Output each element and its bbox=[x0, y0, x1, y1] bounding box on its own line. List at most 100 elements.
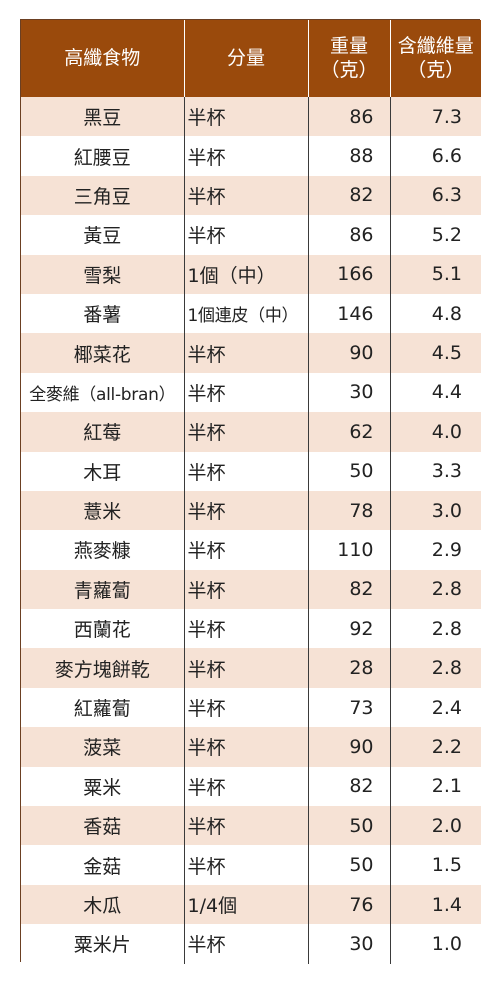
weight-cell: 166 bbox=[307, 254, 390, 294]
table-row: 紅腰豆 半杯 88 6.6 bbox=[21, 136, 481, 176]
weight-cell: 88 bbox=[307, 136, 390, 176]
table-row: 粟米 半杯 82 2.1 bbox=[21, 766, 481, 807]
table-row: 菠菜 半杯 90 2.2 bbox=[21, 727, 481, 767]
amount-cell: 半杯 bbox=[183, 766, 308, 807]
header-food: 高纖食物 bbox=[21, 20, 184, 97]
fiber-cell: 4.8 bbox=[389, 293, 481, 334]
amount-cell: 半杯 bbox=[183, 609, 308, 649]
fiber-cell: 1.0 bbox=[389, 924, 481, 964]
amount-cell: 半杯 bbox=[183, 372, 308, 413]
table-row: 香菇 半杯 50 2.0 bbox=[21, 806, 481, 846]
food-cell: 番薯 bbox=[83, 304, 122, 327]
food-cell: 三角豆 bbox=[73, 185, 131, 208]
amount-cell: 半杯 bbox=[183, 924, 308, 964]
food-cell: 燕麥糠 bbox=[73, 540, 131, 563]
fiber-cell: 6.6 bbox=[389, 136, 481, 176]
table-row: 黑豆 半杯 86 7.3 bbox=[21, 97, 481, 137]
fiber-cell: 4.4 bbox=[389, 372, 481, 413]
food-cell: 黑豆 bbox=[83, 107, 122, 130]
header-weight: 重量 （克） bbox=[307, 20, 390, 97]
weight-cell: 28 bbox=[307, 648, 390, 688]
fiber-cell: 2.1 bbox=[389, 766, 481, 807]
weight-cell: 146 bbox=[307, 293, 390, 334]
header-weight-unit: （克） bbox=[320, 58, 378, 81]
table-row: 木耳 半杯 50 3.3 bbox=[21, 451, 481, 491]
amount-cell: 1個（中） bbox=[183, 254, 308, 294]
header-food-label: 高纖食物 bbox=[64, 46, 141, 69]
food-cell: 麥方塊餅乾 bbox=[54, 658, 150, 681]
weight-cell: 30 bbox=[307, 372, 390, 413]
fiber-cell: 2.0 bbox=[389, 806, 481, 846]
fiber-cell: 2.8 bbox=[389, 609, 481, 649]
weight-cell: 86 bbox=[307, 97, 390, 137]
table-row: 雪梨 1個（中） 166 5.1 bbox=[21, 254, 481, 294]
weight-cell: 50 bbox=[307, 806, 390, 846]
fiber-cell: 2.4 bbox=[389, 687, 481, 728]
table-row: 粟米片 半杯 30 1.0 bbox=[21, 924, 481, 964]
header-fiber-label: 含纖維量 bbox=[397, 34, 474, 57]
fiber-cell: 7.3 bbox=[389, 97, 481, 137]
food-cell: 木耳 bbox=[83, 461, 122, 484]
food-cell: 全麥維（all-bran） bbox=[29, 384, 176, 405]
food-cell: 紅蘿蔔 bbox=[73, 698, 131, 721]
fiber-cell: 6.3 bbox=[389, 175, 481, 216]
header-row: 高纖食物 分量 重量 （克） 含纖維量 （克） bbox=[21, 20, 481, 97]
table-row: 番薯 1個連皮（中） 146 4.8 bbox=[21, 293, 481, 334]
table-row: 麥方塊餅乾 半杯 28 2.8 bbox=[21, 648, 481, 688]
fiber-cell: 1.5 bbox=[389, 845, 481, 885]
weight-cell: 92 bbox=[307, 609, 390, 649]
amount-cell: 半杯 bbox=[183, 845, 308, 885]
table-row: 薏米 半杯 78 3.0 bbox=[21, 490, 481, 531]
fiber-cell: 3.3 bbox=[389, 451, 481, 491]
amount-cell: 1個連皮（中） bbox=[183, 293, 308, 334]
amount-cell: 半杯 bbox=[183, 136, 308, 176]
header-weight-label: 重量 bbox=[329, 34, 368, 57]
food-cell: 金菇 bbox=[83, 855, 122, 878]
fiber-cell: 2.8 bbox=[389, 648, 481, 688]
fiber-cell: 5.1 bbox=[389, 254, 481, 294]
food-cell: 紅腰豆 bbox=[73, 146, 131, 169]
weight-cell: 50 bbox=[307, 845, 390, 885]
table-body: 黑豆 半杯 86 7.3 紅腰豆 半杯 88 6.6 三角豆 半杯 82 6.3 黃豆 半杯 86 5.2 雪梨… bbox=[21, 97, 481, 964]
food-cell: 薏米 bbox=[83, 501, 122, 524]
weight-cell: 82 bbox=[307, 766, 390, 807]
table-row: 木瓜 1/4個 76 1.4 bbox=[21, 884, 481, 925]
fiber-cell: 2.9 bbox=[389, 530, 481, 570]
food-cell: 菠菜 bbox=[83, 737, 122, 760]
weight-cell: 90 bbox=[307, 727, 390, 767]
header-fiber-unit: （克） bbox=[407, 58, 465, 81]
amount-cell: 半杯 bbox=[183, 215, 308, 255]
food-cell: 紅莓 bbox=[83, 422, 122, 445]
table-row: 椰菜花 半杯 90 4.5 bbox=[21, 333, 481, 373]
table-header: 高纖食物 分量 重量 （克） 含纖維量 （克） bbox=[21, 20, 481, 97]
high-fiber-foods-table: 高纖食物 分量 重量 （克） 含纖維量 （克） 黑豆 半杯 86 7.3 紅腰豆 半杯 88… bbox=[21, 20, 481, 964]
weight-cell: 110 bbox=[307, 530, 390, 570]
fiber-cell: 1.4 bbox=[389, 884, 481, 925]
table-row: 金菇 半杯 50 1.5 bbox=[21, 845, 481, 885]
table-row: 黃豆 半杯 86 5.2 bbox=[21, 215, 481, 255]
weight-cell: 73 bbox=[307, 687, 390, 728]
table-row: 燕麥糠 半杯 110 2.9 bbox=[21, 530, 481, 570]
food-cell: 木瓜 bbox=[83, 895, 122, 917]
fiber-cell: 2.2 bbox=[389, 727, 481, 767]
fiber-cell: 5.2 bbox=[389, 215, 481, 255]
amount-cell: 半杯 bbox=[183, 412, 308, 452]
amount-cell: 半杯 bbox=[183, 490, 308, 531]
weight-cell: 30 bbox=[307, 924, 390, 964]
amount-cell: 半杯 bbox=[183, 175, 308, 216]
amount-cell: 半杯 bbox=[183, 451, 308, 491]
food-cell: 雪梨 bbox=[83, 264, 122, 287]
food-cell: 黃豆 bbox=[83, 225, 122, 248]
fiber-cell: 2.8 bbox=[389, 569, 481, 610]
amount-cell: 半杯 bbox=[183, 530, 308, 570]
table-row: 西蘭花 半杯 92 2.8 bbox=[21, 609, 481, 649]
weight-cell: 78 bbox=[307, 490, 390, 531]
table-row: 全麥維（all-bran） 半杯 30 4.4 bbox=[21, 372, 481, 413]
food-cell: 青蘿蔔 bbox=[73, 579, 131, 602]
weight-cell: 90 bbox=[307, 333, 390, 373]
header-amount: 分量 bbox=[183, 20, 308, 97]
food-cell: 椰菜花 bbox=[73, 343, 131, 366]
header-fiber: 含纖維量 （克） bbox=[389, 20, 481, 97]
fiber-cell: 4.0 bbox=[389, 412, 481, 452]
weight-cell: 50 bbox=[307, 451, 390, 491]
